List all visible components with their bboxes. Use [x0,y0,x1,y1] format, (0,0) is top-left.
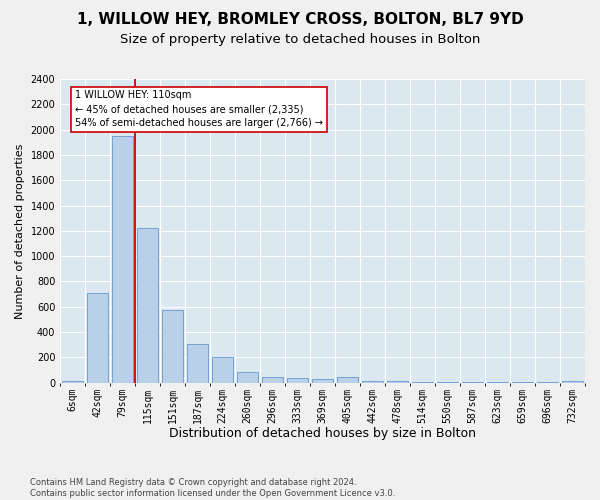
Bar [187,344,208,383]
Bar [112,136,133,382]
Bar [362,381,383,382]
Bar [337,376,358,382]
Text: 1 WILLOW HEY: 110sqm
← 45% of detached houses are smaller (2,335)
54% of semi-de: 1 WILLOW HEY: 110sqm ← 45% of detached h… [74,90,323,128]
Bar [87,293,108,382]
Bar [237,372,258,382]
Bar [62,381,83,382]
Text: 1, WILLOW HEY, BROMLEY CROSS, BOLTON, BL7 9YD: 1, WILLOW HEY, BROMLEY CROSS, BOLTON, BL… [77,12,523,28]
Bar [162,310,183,382]
Text: Contains HM Land Registry data © Crown copyright and database right 2024.
Contai: Contains HM Land Registry data © Crown c… [30,478,395,498]
Bar [287,378,308,382]
Bar [562,381,583,382]
Bar [312,379,333,382]
Y-axis label: Number of detached properties: Number of detached properties [15,143,25,318]
Bar [262,376,283,382]
Text: Size of property relative to detached houses in Bolton: Size of property relative to detached ho… [120,32,480,46]
X-axis label: Distribution of detached houses by size in Bolton: Distribution of detached houses by size … [169,427,476,440]
Bar [137,228,158,382]
Bar [212,358,233,382]
